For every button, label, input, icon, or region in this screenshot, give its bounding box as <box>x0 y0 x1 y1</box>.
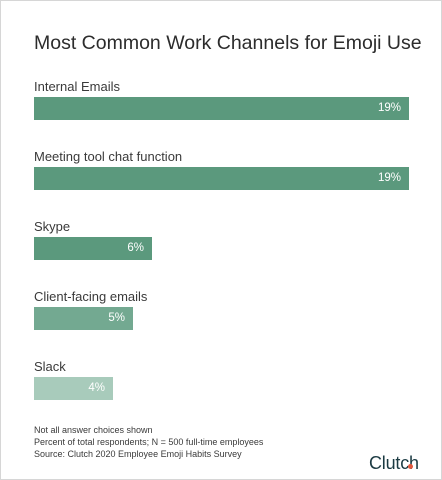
clutch-logo: Clutch <box>369 453 419 474</box>
bar-value-label: 19% <box>377 172 401 184</box>
clutch-logo-dot-icon <box>408 464 413 469</box>
clutch-logo-text: Clutch <box>369 453 419 473</box>
bar-value-label: 19% <box>377 102 401 114</box>
category-label: Slack <box>34 359 66 374</box>
bar: 19% <box>34 97 409 120</box>
category-label: Skype <box>34 219 71 234</box>
footnote-source: Source: Clutch 2020 Employee Emoji Habit… <box>34 449 242 459</box>
category-label: Internal Emails <box>34 79 120 94</box>
category-label: Client-facing emails <box>34 289 148 304</box>
footnote-respondents: Percent of total respondents; N = 500 fu… <box>34 437 264 447</box>
chart-title: Most Common Work Channels for Emoji Use <box>34 32 422 54</box>
bar: 4% <box>34 377 113 400</box>
bar-value-label: 4% <box>88 382 105 394</box>
category-label: Meeting tool chat function <box>34 149 183 164</box>
bar: 6% <box>34 237 152 260</box>
bar: 19% <box>34 167 409 190</box>
bar: 5% <box>34 307 133 330</box>
bar-value-label: 6% <box>127 242 144 254</box>
footnote-answer-choices: Not all answer choices shown <box>34 425 153 435</box>
bar-value-label: 5% <box>108 312 125 324</box>
